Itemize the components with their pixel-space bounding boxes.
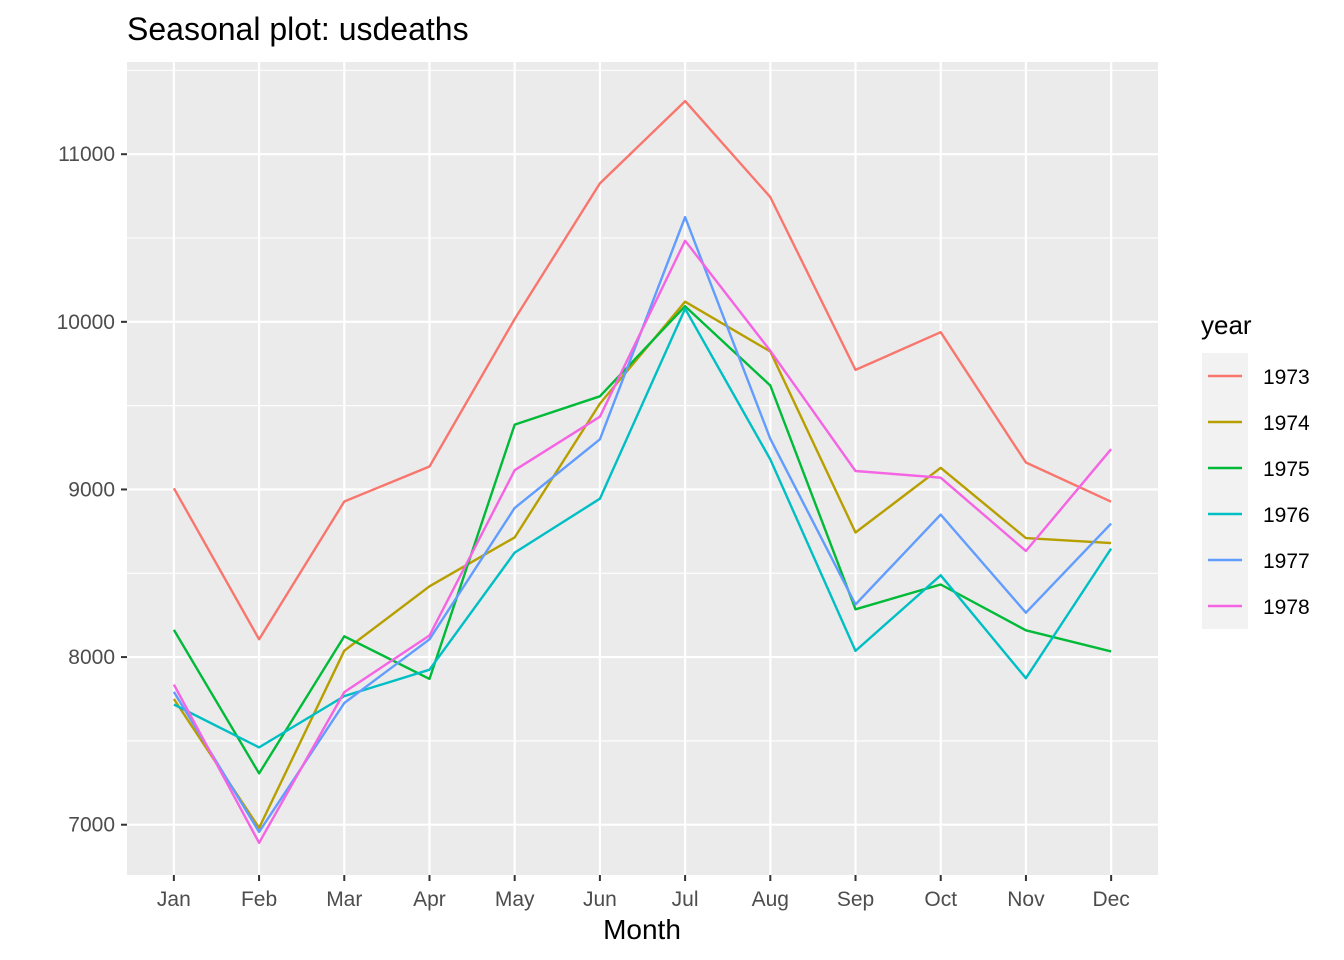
y-tick-label: 11000 (58, 143, 115, 166)
x-tick-label: Jun (583, 888, 617, 911)
series-lines (172, 99, 1113, 844)
legend-label-1973: 1973 (1263, 366, 1310, 389)
legend-label-1976: 1976 (1263, 504, 1310, 527)
series-line-1976 (173, 307, 1113, 749)
legend: year 1973 1974 1975 1976 1977 1978 (1201, 310, 1310, 629)
x-tick-label: Dec (1092, 888, 1129, 911)
x-tick-label: Sep (837, 888, 874, 911)
axes: 7000 8000 9000 10000 11000 Jan Feb Mar Apr May Jun… (57, 143, 1130, 911)
legend-label-1975: 1975 (1263, 458, 1310, 481)
x-tick-label: Feb (241, 888, 277, 911)
x-axis-title: Month (603, 914, 681, 945)
series-line-1973 (172, 99, 1112, 641)
x-tick-label: Mar (326, 888, 362, 911)
y-tick-label: 7000 (68, 814, 115, 837)
y-tick-label: 8000 (68, 646, 115, 669)
chart-title: Seasonal plot: usdeaths (127, 11, 469, 47)
y-tick-label: 10000 (57, 311, 115, 334)
series-line-1978 (172, 239, 1113, 844)
x-tick-label: Oct (924, 888, 957, 911)
legend-items: 1973 1974 1975 1976 1977 1978 (1208, 366, 1310, 619)
x-tick-label: Jul (672, 888, 699, 911)
legend-title: year (1201, 310, 1252, 340)
legend-label-1977: 1977 (1263, 550, 1310, 573)
legend-label-1974: 1974 (1263, 412, 1310, 435)
grid-lines (127, 62, 1158, 875)
legend-label-1978: 1978 (1263, 596, 1310, 619)
x-tick-label: Nov (1007, 888, 1045, 911)
x-tick-label: Jan (157, 888, 191, 911)
x-tick-label: May (495, 888, 535, 911)
plot-panel (127, 62, 1158, 875)
y-tick-label: 9000 (68, 478, 115, 501)
legend-key-background (1202, 353, 1248, 629)
x-tick-label: Apr (413, 888, 446, 911)
x-tick-label: Aug (752, 888, 789, 911)
